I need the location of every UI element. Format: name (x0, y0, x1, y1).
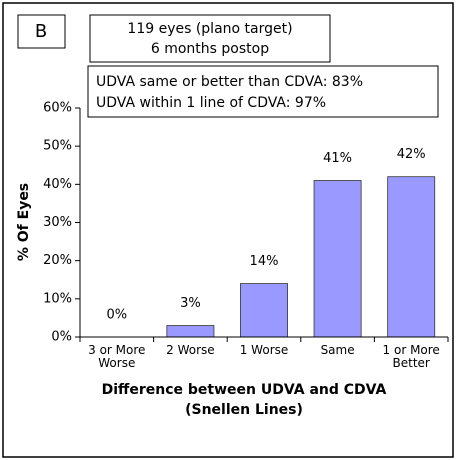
annotation-box (87, 65, 439, 118)
x-axis-label: Difference between UDVA and CDVA (102, 382, 387, 398)
y-tick-label: 30% (43, 215, 72, 230)
y-tick-label: 50% (43, 139, 72, 154)
x-tick-label: 1 Worse (239, 343, 289, 357)
y-axis-label: % Of Eyes (16, 183, 32, 261)
bar (387, 176, 436, 338)
bar (166, 325, 215, 338)
y-tick-label: 20% (43, 253, 72, 268)
y-tick-label: 40% (43, 177, 72, 192)
title-box (89, 14, 331, 63)
x-tick-label: Same (320, 343, 355, 357)
x-tick-label: 3 or More Worse (88, 343, 146, 370)
panel-label: B (35, 21, 47, 42)
y-tick-label: 60% (43, 101, 72, 116)
chart-subtitle: 6 months postop (151, 41, 269, 57)
bar (240, 283, 288, 338)
y-tick-label: 0% (51, 330, 72, 345)
value-label: 0% (106, 308, 127, 323)
value-label: 14% (250, 254, 279, 269)
value-label: 42% (397, 147, 426, 162)
annotation: UDVA within 1 line of CDVA: 97% (96, 95, 326, 111)
annotation: UDVA same or better than CDVA: 83% (96, 74, 363, 90)
x-tick-label: 1 or More Better (382, 343, 440, 370)
y-tick-label: 10% (43, 291, 72, 306)
chart-title: 119 eyes (plano target) (127, 21, 292, 37)
x-axis-label: (Snellen Lines) (185, 402, 303, 418)
panel-box (17, 14, 66, 49)
x-tick-label: 2 Worse (166, 343, 215, 357)
value-label: 41% (323, 151, 352, 166)
value-label: 3% (180, 296, 201, 311)
bar (313, 180, 362, 338)
